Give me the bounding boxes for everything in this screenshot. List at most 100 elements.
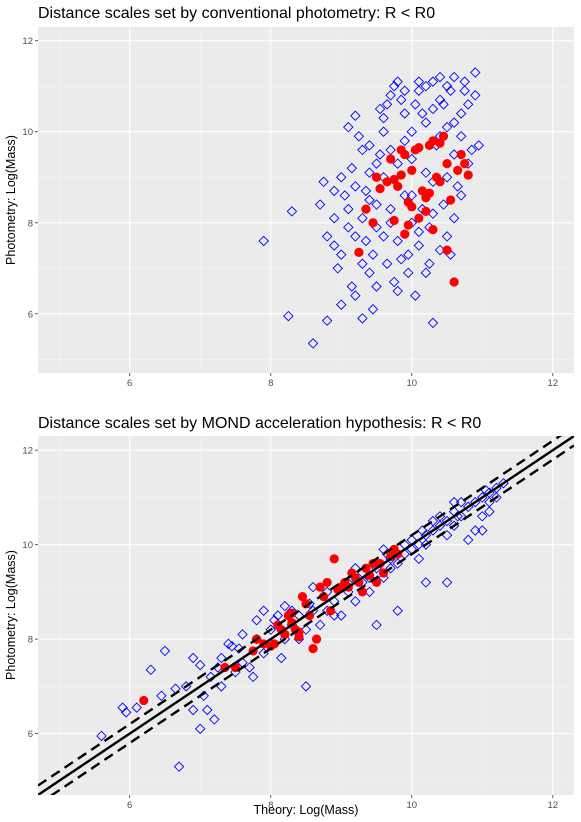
diamond-point	[427, 103, 439, 115]
red-point	[382, 177, 392, 187]
diamond-point	[378, 126, 389, 137]
diamond-point	[336, 172, 347, 183]
red-point	[287, 608, 297, 618]
diamond-point	[159, 645, 171, 657]
y-tick-label: 6	[28, 309, 33, 320]
red-point	[364, 570, 375, 580]
diamond-point	[364, 194, 375, 206]
x-tick-label: 12	[548, 800, 559, 811]
diamond-point	[353, 131, 365, 142]
diamond-point	[357, 313, 368, 324]
red-point	[375, 184, 385, 194]
red-point	[368, 218, 378, 228]
panel-2-y-axis-label: Photometry: Log(Mass)	[4, 550, 18, 680]
red-point	[389, 174, 399, 185]
red-point	[407, 165, 417, 176]
y-tick-label: 12	[22, 36, 33, 47]
panel-2-x-ticks: 6 8 10 12	[127, 795, 558, 811]
diamond-point	[470, 525, 481, 536]
diamond-point	[145, 664, 157, 676]
diamond-point	[339, 190, 351, 201]
diamond-point	[321, 231, 333, 242]
diamond-point	[223, 638, 234, 650]
diamond-point	[441, 172, 453, 183]
red-point	[449, 277, 459, 287]
red-point	[371, 172, 382, 182]
red-point	[428, 224, 438, 235]
solid-reference-line	[38, 436, 574, 795]
diamond-point	[452, 181, 463, 192]
diamond-point	[364, 167, 375, 178]
diamond-point	[205, 671, 217, 683]
red-point	[297, 592, 308, 602]
diamond-point	[314, 199, 326, 210]
panel-2-reference-lines	[38, 436, 574, 795]
diamond-point	[392, 76, 403, 87]
diamond-point	[350, 181, 361, 192]
diamond-point	[410, 290, 421, 301]
diamond-point	[406, 153, 418, 165]
x-tick-label: 10	[407, 800, 418, 811]
y-tick-label: 8	[28, 218, 33, 229]
diamond-point	[216, 652, 227, 664]
diamond-point	[300, 681, 312, 692]
diamond-point	[371, 158, 382, 169]
diamond-point	[328, 212, 340, 224]
diamond-point	[399, 135, 410, 147]
diamond-point	[477, 525, 488, 536]
red-point	[354, 247, 364, 257]
red-point	[139, 695, 149, 706]
diamond-point	[441, 231, 453, 242]
red-point	[460, 158, 470, 169]
diamond-point	[470, 90, 481, 101]
x-tick-label: 8	[268, 800, 273, 811]
diamond-point	[272, 610, 284, 621]
diamond-point	[410, 99, 421, 110]
red-point	[287, 617, 297, 628]
diamond-point	[385, 563, 396, 574]
diamond-point	[96, 730, 107, 742]
red-point	[220, 662, 230, 673]
red-point	[361, 204, 371, 214]
diamond-point	[233, 643, 245, 654]
y-tick-label: 10	[22, 540, 33, 551]
diamond-point	[448, 117, 460, 128]
red-point	[304, 610, 315, 621]
diamond-point	[395, 94, 407, 106]
panel-1-points	[258, 67, 485, 349]
red-point	[400, 229, 410, 239]
diamond-point	[346, 162, 358, 174]
diamond-point	[173, 761, 185, 772]
diamond-point	[202, 704, 213, 716]
red-point	[421, 206, 431, 216]
diamond-point	[427, 317, 439, 329]
diamond-point	[381, 99, 393, 110]
panel-1-plot-area	[38, 27, 574, 373]
diamond-point	[357, 258, 368, 269]
red-point	[319, 592, 329, 602]
diamond-point	[420, 80, 432, 92]
diamond-point	[417, 108, 428, 119]
diamond-point	[441, 121, 453, 133]
diamond-point	[374, 149, 386, 160]
x-tick-label: 6	[127, 800, 132, 811]
diamond-point	[417, 525, 428, 536]
y-tick-label: 6	[28, 729, 33, 740]
panel-2-title: Distance scales set by MOND acceleration…	[38, 415, 481, 432]
diamond-point	[371, 281, 382, 292]
red-point	[311, 634, 322, 644]
diamond-point	[265, 624, 276, 635]
diamond-point	[258, 605, 269, 617]
diamond-point	[367, 249, 379, 260]
panel-1-grid	[38, 27, 574, 373]
diamond-point	[420, 167, 432, 178]
diamond-point	[360, 235, 372, 247]
diamond-point	[371, 199, 382, 210]
diamond-point	[314, 619, 326, 631]
diamond-point	[258, 235, 269, 247]
diamond-point	[187, 652, 199, 664]
red-point	[417, 186, 427, 196]
red-point	[322, 577, 332, 588]
red-point	[375, 558, 385, 569]
